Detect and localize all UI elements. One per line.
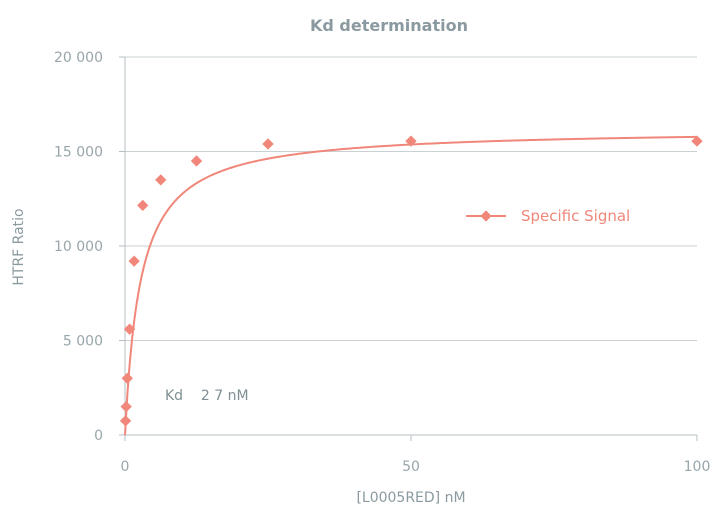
data-point-8 bbox=[262, 138, 274, 150]
x-axis-label: [L0005RED] nM bbox=[356, 490, 465, 506]
data-point-2 bbox=[121, 372, 133, 384]
y-tick-label-4: 20 000 bbox=[54, 50, 103, 66]
y-tick-label-1: 5 000 bbox=[63, 334, 103, 350]
kd-annotation: Kd 2 7 nM bbox=[165, 388, 249, 404]
legend-marker bbox=[480, 210, 492, 222]
x-tick-label-2: 100 bbox=[684, 459, 711, 475]
y-tick-label-2: 10 000 bbox=[54, 239, 103, 255]
legend: Specific Signal bbox=[466, 207, 630, 225]
data-point-6 bbox=[155, 174, 167, 186]
x-tick-label-0: 0 bbox=[121, 459, 130, 475]
axes bbox=[119, 56, 698, 441]
y-tick-label-0: 0 bbox=[94, 428, 103, 444]
legend-label: Specific Signal bbox=[521, 207, 630, 225]
data-point-4 bbox=[128, 255, 140, 267]
grid-lines bbox=[125, 56, 697, 341]
y-axis-label: HTRF Ratio bbox=[11, 208, 27, 285]
data-point-0 bbox=[119, 415, 132, 427]
data-point-5 bbox=[137, 199, 149, 212]
data-point-1 bbox=[120, 400, 132, 413]
y-tick-label-3: 15 000 bbox=[54, 145, 103, 161]
chart-title: Kd determination bbox=[310, 16, 468, 35]
data-point-7 bbox=[190, 155, 203, 167]
x-tick-label-1: 50 bbox=[402, 459, 420, 475]
tick-labels: 0 5 000 10 000 15 000 20 000 0 50 100 bbox=[54, 50, 710, 475]
